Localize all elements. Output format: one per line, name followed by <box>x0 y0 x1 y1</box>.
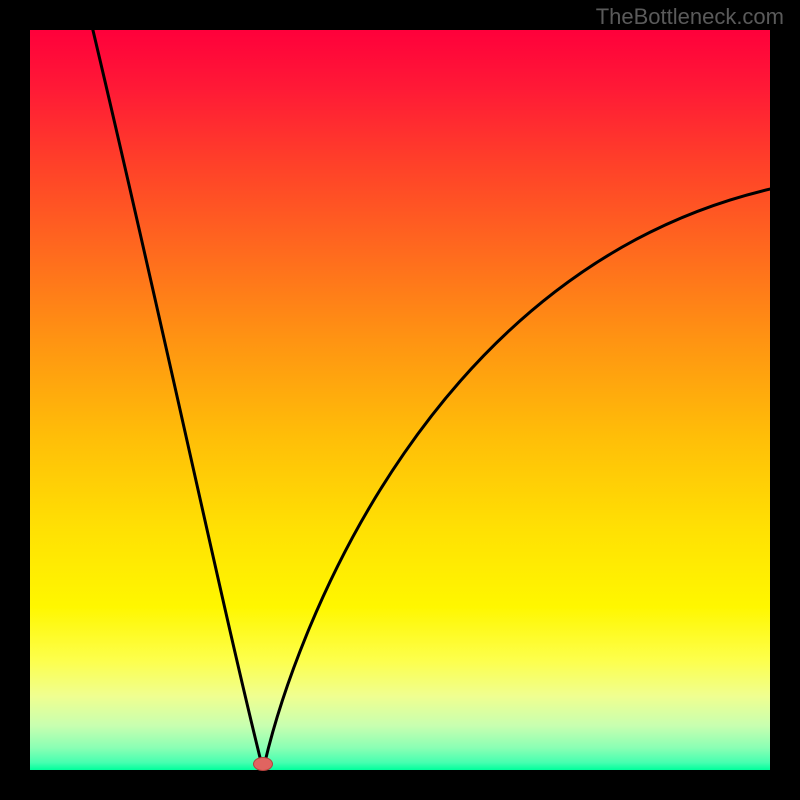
watermark-text: TheBottleneck.com <box>596 4 784 30</box>
optimum-marker <box>253 757 273 771</box>
plot-area <box>30 30 770 770</box>
bottleneck-curve <box>93 30 770 770</box>
curve-layer <box>30 30 770 770</box>
